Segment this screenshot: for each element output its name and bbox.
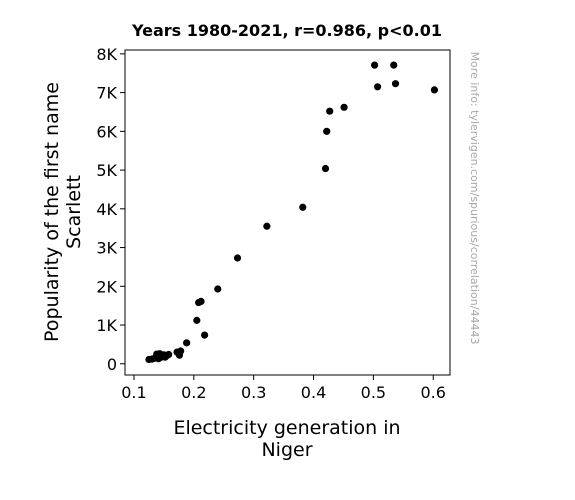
- data-point: [390, 61, 398, 69]
- x-axis: 0.1 0.2 0.3 0.4 0.5 0.6: [121, 375, 446, 402]
- y-tick-label: 7K: [96, 84, 117, 103]
- data-point: [197, 297, 205, 306]
- y-tick-label: 1K: [96, 316, 117, 335]
- y-tick-label: 6K: [96, 122, 117, 141]
- x-tick-label: 0.5: [361, 383, 386, 402]
- data-point: [201, 331, 209, 339]
- data-point: [193, 316, 201, 324]
- watermark-text: More info: tylervigen.com/spurious/corre…: [468, 52, 481, 345]
- y-tick-label: 0: [107, 355, 117, 374]
- x-axis-title-line-2: Niger: [261, 439, 312, 461]
- y-axis-title-line-1: Popularity of the first name: [41, 82, 63, 342]
- data-point: [233, 254, 242, 262]
- y-tick-label: 2K: [96, 277, 117, 296]
- x-tick-label: 0.2: [181, 383, 206, 402]
- data-points: [145, 61, 439, 364]
- data-point: [183, 339, 191, 347]
- plot-frame: [124, 49, 451, 376]
- data-point: [373, 83, 382, 91]
- data-point: [391, 80, 400, 88]
- data-point: [340, 103, 348, 111]
- y-tick-label: 4K: [96, 200, 117, 219]
- data-point: [299, 203, 307, 211]
- x-tick-label: 0.6: [421, 383, 446, 402]
- y-tick-label: 5K: [96, 161, 117, 180]
- y-axis: 0 1K 2K 3K 4K 5K 6K 7K 8K: [96, 45, 125, 374]
- data-point: [326, 107, 334, 115]
- data-point: [165, 350, 173, 359]
- data-point: [214, 285, 222, 293]
- y-tick-label: 3K: [96, 239, 117, 258]
- chart-title: Years 1980-2021, r=0.986, p<0.01: [131, 21, 442, 40]
- data-point: [177, 347, 185, 355]
- data-point: [263, 222, 271, 230]
- data-point: [323, 127, 331, 135]
- plot-area: 0.1 0.2 0.3 0.4 0.5 0.6 0 1K 2K 3K 4K 5K 6K 7K 8K: [96, 45, 451, 402]
- x-tick-label: 0.3: [241, 383, 266, 402]
- x-axis-title-line-1: Electricity generation in: [173, 417, 400, 439]
- data-point: [370, 61, 379, 69]
- x-tick-label: 0.1: [121, 383, 146, 402]
- y-tick-label: 8K: [96, 45, 117, 64]
- data-point: [430, 86, 439, 94]
- data-point: [321, 164, 330, 173]
- x-tick-label: 0.4: [301, 383, 326, 402]
- y-axis-title-line-2: Scarlett: [63, 175, 85, 249]
